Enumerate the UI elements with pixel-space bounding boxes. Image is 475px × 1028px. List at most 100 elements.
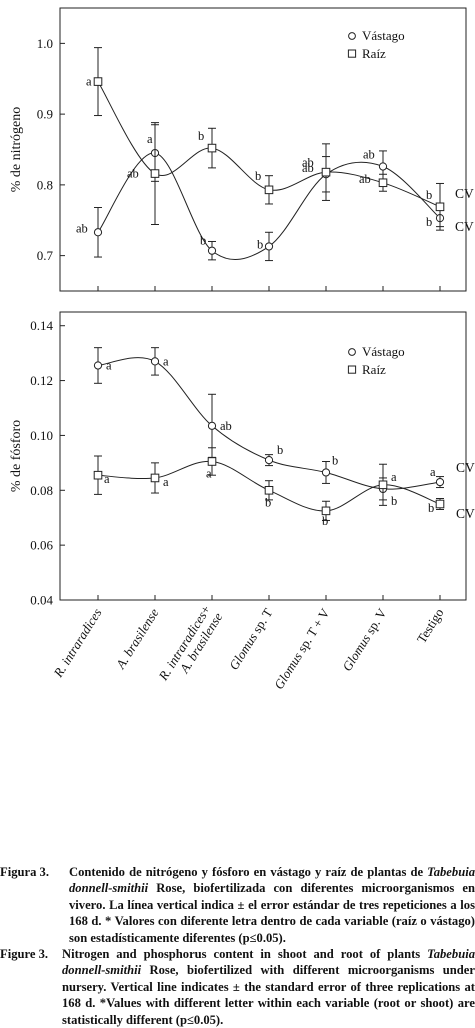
significance-letter: ab [302, 161, 314, 175]
significance-letter: b [198, 129, 204, 143]
x-tick-label-italic: R. intraradices [50, 606, 105, 681]
significance-letter: ab [359, 172, 371, 186]
significance-letter: a [104, 472, 110, 486]
y-tick-label: 0.06 [30, 538, 53, 553]
data-point-raiz [264, 185, 274, 195]
caption-english-pre: Nitrogen and phosphorus content in shoot… [62, 947, 428, 962]
caption-spanish-label: Figura 3. [0, 865, 49, 879]
x-tick-label-line: R. intraradices [50, 606, 105, 681]
x-tick-label-line: A. brasilense [112, 605, 161, 672]
y-tick-label: 1.0 [37, 36, 53, 51]
x-tick-label: Glomus sp. T [226, 606, 276, 673]
data-point-vastago [435, 477, 445, 487]
caption-english: Figure 3. Nitrogen and phosphorus conten… [0, 946, 475, 1028]
cv-label: CV 5.7 [455, 186, 475, 201]
significance-letter: b [426, 215, 432, 229]
legend-label-vastago: Vástago [362, 28, 405, 43]
significance-letter: a [206, 466, 212, 480]
significance-letter: b [255, 169, 261, 183]
data-point-vastago [378, 162, 388, 171]
cv-label: CV 7.1 [455, 219, 475, 234]
data-point-raiz [93, 470, 103, 480]
data-point-raiz [378, 178, 388, 188]
y-tick-label: 0.9 [37, 107, 53, 122]
y-tick-label: 0.7 [37, 248, 54, 263]
x-tick-label-italic: Glomus [271, 650, 305, 692]
series-line-vastago [97, 357, 441, 490]
x-tick-label-line: Glomus sp. T [226, 606, 276, 673]
caption-english-label: Figure 3. [0, 947, 49, 962]
x-tick-label: A. brasilense [112, 605, 161, 672]
data-point-raiz [207, 143, 217, 153]
data-point-raiz [378, 480, 388, 490]
legend-marker-raiz [347, 49, 357, 58]
significance-letter: a [391, 470, 397, 484]
significance-letter: a [106, 358, 112, 372]
data-point-raiz [264, 485, 274, 495]
y-tick-label: 0.8 [37, 177, 53, 192]
significance-letter: a [86, 75, 92, 89]
y-tick-label: 0.12 [30, 373, 53, 388]
data-point-raiz [93, 77, 103, 86]
data-point-vastago [207, 246, 217, 255]
significance-letter: b [265, 495, 271, 509]
legend-marker-vastago [348, 32, 356, 40]
figure-caption: Figura 3. Contenido de nitrógeno y fósfo… [0, 864, 475, 1028]
x-tick-label-rest: sp. V [361, 605, 390, 639]
significance-letter: b [277, 443, 283, 457]
data-point-vastago [264, 456, 274, 465]
x-tick-label-italic: Glomus [339, 631, 373, 673]
x-tick-label: R. intraradices+A. brasilense [155, 602, 225, 691]
significance-letter: b [200, 234, 206, 248]
x-tick-label: Glomus sp. V [339, 605, 390, 674]
y-tick-label: 0.10 [30, 428, 53, 443]
x-tick-label-line: Glomus sp. V [339, 605, 390, 674]
caption-spanish-species: Tabebuia donnell-smithii [69, 865, 475, 896]
data-point-vastago [93, 361, 103, 370]
y-tick-label: 0.08 [30, 483, 53, 498]
legend: Vástago Raíz [347, 344, 405, 377]
significance-letter: a [163, 354, 169, 368]
legend-label-raiz: Raíz [362, 46, 386, 61]
significance-letter: ab [302, 155, 314, 169]
data-point-raiz [321, 167, 331, 177]
data-point-raiz [435, 499, 445, 509]
significance-letter: ab [220, 419, 232, 433]
data-point-raiz [150, 169, 160, 178]
data-point-raiz [207, 457, 217, 466]
data-point-raiz [435, 202, 445, 212]
significance-letter: a [163, 475, 169, 489]
caption-english-text: Nitrogen and phosphorus content in shoot… [62, 946, 475, 1028]
significance-letter: b [332, 453, 338, 467]
x-tick-label-line: Testigo [414, 606, 447, 646]
x-tick-label-rest: sp. T [247, 606, 275, 639]
y-axis-label: % de fósforo [9, 420, 24, 492]
legend-label-raiz: Raíz [362, 362, 386, 377]
data-point-vastago [207, 421, 217, 430]
significance-letter: ab [127, 167, 139, 181]
significance-letter: b [391, 494, 397, 508]
significance-letter: b [257, 237, 263, 251]
data-point-vastago [264, 242, 274, 251]
significance-letter: ab [363, 147, 375, 161]
y-tick-label: 0.04 [30, 593, 53, 608]
significance-letter: ab [76, 221, 88, 235]
data-point-vastago [321, 468, 331, 477]
y-axis-label: % de nitrógeno [9, 107, 24, 193]
cv-label: CV 10.7 [456, 460, 475, 475]
data-point-raiz [150, 473, 160, 483]
x-tick-label: Testigo [414, 606, 447, 646]
cv-label: CV 13.1 [456, 506, 475, 521]
legend-marker-raiz [347, 365, 357, 374]
data-point-vastago [93, 228, 103, 237]
data-point-raiz [321, 506, 331, 516]
x-tick-label: Glomus sp. T + V [271, 605, 333, 692]
significance-letter: b [426, 188, 432, 202]
y-tick-label: 0.14 [30, 318, 53, 333]
significance-letter: a [430, 465, 436, 479]
legend: Vástago Raíz [347, 28, 405, 61]
data-point-vastago [150, 357, 160, 366]
